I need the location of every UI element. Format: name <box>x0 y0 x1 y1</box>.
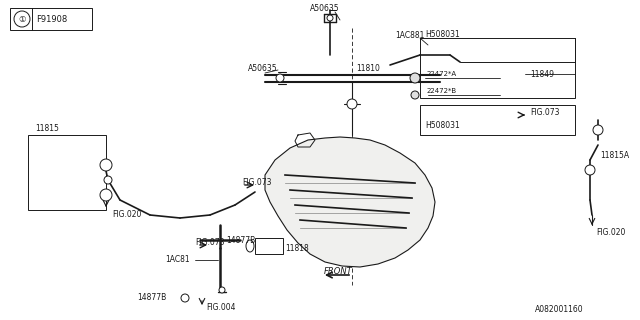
Text: 11849: 11849 <box>530 69 554 78</box>
Text: FIG.073: FIG.073 <box>242 178 271 187</box>
Ellipse shape <box>246 240 254 252</box>
Circle shape <box>347 99 357 109</box>
Text: A50635: A50635 <box>310 4 340 12</box>
Circle shape <box>327 15 333 21</box>
Text: 11810: 11810 <box>356 63 380 73</box>
Text: 1AC81: 1AC81 <box>165 255 189 265</box>
Text: 22472*B: 22472*B <box>427 88 457 94</box>
Bar <box>420 38 575 98</box>
Circle shape <box>276 74 284 82</box>
Circle shape <box>410 73 420 83</box>
Text: 22472*A: 22472*A <box>427 71 457 77</box>
Text: 11815A: 11815A <box>600 150 629 159</box>
Polygon shape <box>265 137 435 267</box>
Text: H508031: H508031 <box>425 121 460 130</box>
Circle shape <box>585 165 595 175</box>
Bar <box>10 8 92 30</box>
Text: FRONT: FRONT <box>324 267 353 276</box>
Circle shape <box>219 287 225 293</box>
Bar <box>420 105 575 135</box>
Text: FIG.073: FIG.073 <box>530 108 559 116</box>
Circle shape <box>100 189 112 201</box>
Text: FIG.020: FIG.020 <box>596 228 625 236</box>
Circle shape <box>411 91 419 99</box>
Text: 14877B: 14877B <box>137 293 166 302</box>
Text: F91908: F91908 <box>36 14 67 23</box>
Circle shape <box>100 159 112 171</box>
Text: H508031: H508031 <box>425 29 460 38</box>
Circle shape <box>181 294 189 302</box>
Text: FIG.073: FIG.073 <box>195 237 225 246</box>
Text: 1AC881: 1AC881 <box>395 30 424 39</box>
Circle shape <box>104 176 112 184</box>
Circle shape <box>593 125 603 135</box>
Text: 11818: 11818 <box>285 244 308 252</box>
Bar <box>28 135 106 210</box>
Text: FIG.020: FIG.020 <box>112 210 141 219</box>
Text: −: − <box>182 295 188 301</box>
Text: A50635: A50635 <box>248 63 278 73</box>
Text: 11815: 11815 <box>35 124 59 132</box>
Bar <box>255 238 283 254</box>
Circle shape <box>14 11 30 27</box>
Text: 14877B: 14877B <box>226 236 255 244</box>
Text: ①: ① <box>19 14 26 23</box>
Text: FIG.004: FIG.004 <box>206 303 236 313</box>
Text: A082001160: A082001160 <box>535 306 584 315</box>
